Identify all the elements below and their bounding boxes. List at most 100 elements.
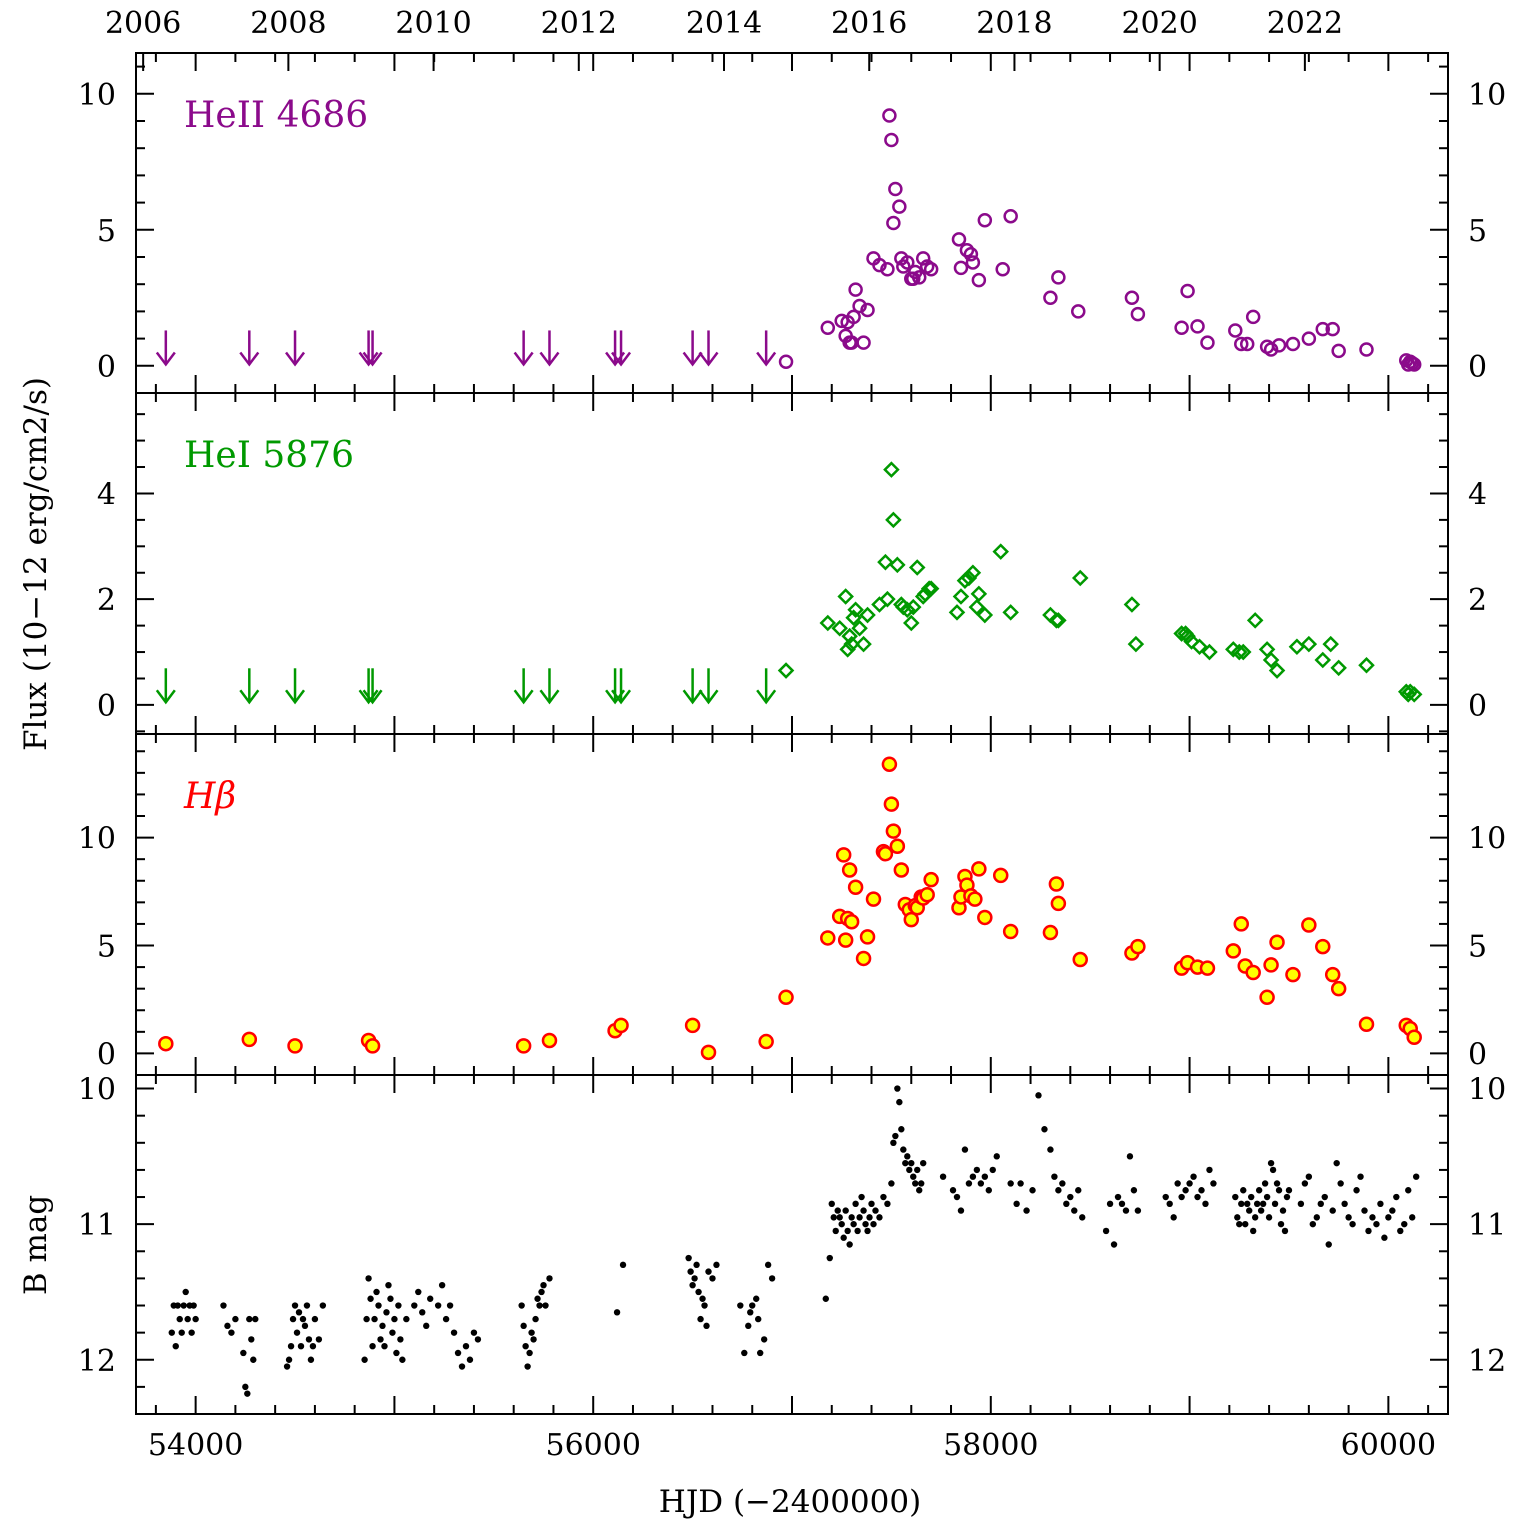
bmag-point	[693, 1261, 700, 1269]
heii-point	[882, 108, 897, 123]
bmag-point	[1377, 1200, 1384, 1208]
hbeta-point	[843, 914, 860, 930]
bmag-point	[858, 1193, 865, 1201]
heii-point	[1124, 290, 1140, 306]
bmag-point	[1349, 1220, 1356, 1228]
bmag-point	[1029, 1187, 1036, 1194]
bmag-point	[613, 1309, 621, 1316]
hbeta-point	[903, 911, 920, 928]
bmag-point	[1071, 1207, 1078, 1214]
heii-point	[778, 354, 794, 369]
year-tick-label: 2010	[395, 6, 471, 41]
hbeta-point	[835, 847, 852, 863]
upper-limit-head	[756, 689, 777, 705]
heii-point	[848, 282, 863, 297]
bmag-point	[427, 1295, 434, 1302]
bmag-point	[411, 1302, 418, 1309]
hbeta-point	[881, 756, 898, 772]
upper-limit-head	[155, 689, 176, 705]
y-tick-label-left: 11	[78, 1208, 116, 1243]
bmag-point	[361, 1356, 368, 1363]
bmag-point	[1271, 1200, 1279, 1208]
bmag-point	[1357, 1173, 1364, 1180]
bmag-point	[1178, 1193, 1185, 1201]
bmag-point	[1283, 1193, 1291, 1201]
bmag-point	[830, 1214, 837, 1221]
y-tick-label-right: 5	[1468, 930, 1487, 965]
bmag-point	[305, 1336, 313, 1343]
bmag-point	[902, 1159, 909, 1167]
bmag-point	[1401, 1220, 1408, 1228]
bmag-point	[1126, 1153, 1134, 1160]
heii-point	[1245, 309, 1261, 325]
bmag-point	[297, 1343, 305, 1350]
bmag-point	[289, 1315, 297, 1323]
bmag-point	[192, 1315, 199, 1323]
bmag-point	[1055, 1187, 1062, 1194]
x-tick-label: 58000	[943, 1428, 1038, 1463]
bmag-point	[1244, 1200, 1251, 1208]
bmag-point	[957, 1207, 965, 1214]
bmag-point	[1341, 1200, 1348, 1208]
heii-point	[872, 257, 887, 273]
bmag-point	[528, 1329, 535, 1336]
hbeta-point	[919, 887, 935, 903]
hbeta-point	[1301, 917, 1317, 933]
y-tick-label-left: 4	[97, 477, 116, 512]
year-tick-label: 2006	[105, 6, 181, 41]
bmag-point	[989, 1166, 996, 1174]
bmag-point	[695, 1288, 702, 1296]
bmag-point	[1249, 1227, 1257, 1235]
year-tick-label: 2022	[1267, 6, 1343, 41]
bmag-point	[868, 1200, 875, 1208]
bmag-point	[458, 1363, 466, 1370]
upper-limit-head	[362, 351, 383, 367]
heii-point	[846, 309, 861, 325]
hei-point	[1262, 651, 1280, 669]
bmag-point	[182, 1288, 189, 1296]
bmag-point	[689, 1281, 696, 1289]
hbeta-point	[1048, 876, 1065, 892]
heii-point	[1043, 290, 1058, 306]
bmag-point	[546, 1275, 553, 1282]
bmag-point	[894, 1085, 901, 1092]
hei-point	[831, 619, 848, 637]
bmag-point	[836, 1214, 843, 1221]
bmag-point	[252, 1315, 259, 1323]
heii-point	[965, 255, 981, 270]
bmag-point	[1259, 1200, 1267, 1208]
hbeta-point	[865, 891, 882, 907]
bmag-point	[1013, 1200, 1020, 1208]
hbeta-point	[837, 932, 854, 948]
bmag-point	[291, 1302, 299, 1309]
bmag-point	[699, 1295, 706, 1302]
hei-point	[885, 511, 902, 529]
bmag-point	[363, 1315, 370, 1323]
y-tick-label-left: 12	[78, 1344, 116, 1379]
bmag-point	[1333, 1159, 1340, 1167]
heii-point	[971, 272, 987, 288]
bmag-point	[393, 1349, 400, 1357]
hei-point	[904, 598, 922, 616]
upper-limit-head	[362, 689, 383, 705]
hei-point	[1231, 643, 1248, 661]
bmag-point	[1240, 1187, 1247, 1194]
bmag-point	[840, 1234, 847, 1241]
hbeta-point	[1050, 895, 1067, 912]
bmag-point	[1232, 1193, 1239, 1201]
y-tick-label-right: 2	[1468, 583, 1487, 618]
heii-point	[1239, 336, 1255, 352]
bmag-point	[993, 1153, 1000, 1160]
bmag-point	[1385, 1214, 1392, 1221]
heii-point	[1190, 319, 1205, 334]
bmag-point	[172, 1343, 179, 1350]
heii-point	[915, 251, 931, 266]
bmag-point	[1246, 1207, 1253, 1214]
heii-point	[860, 302, 875, 318]
hei-point	[1314, 651, 1332, 669]
bmag-point	[756, 1349, 764, 1357]
bmag-point	[1297, 1200, 1305, 1208]
heii-point	[896, 259, 911, 274]
bmag-point	[749, 1302, 756, 1309]
